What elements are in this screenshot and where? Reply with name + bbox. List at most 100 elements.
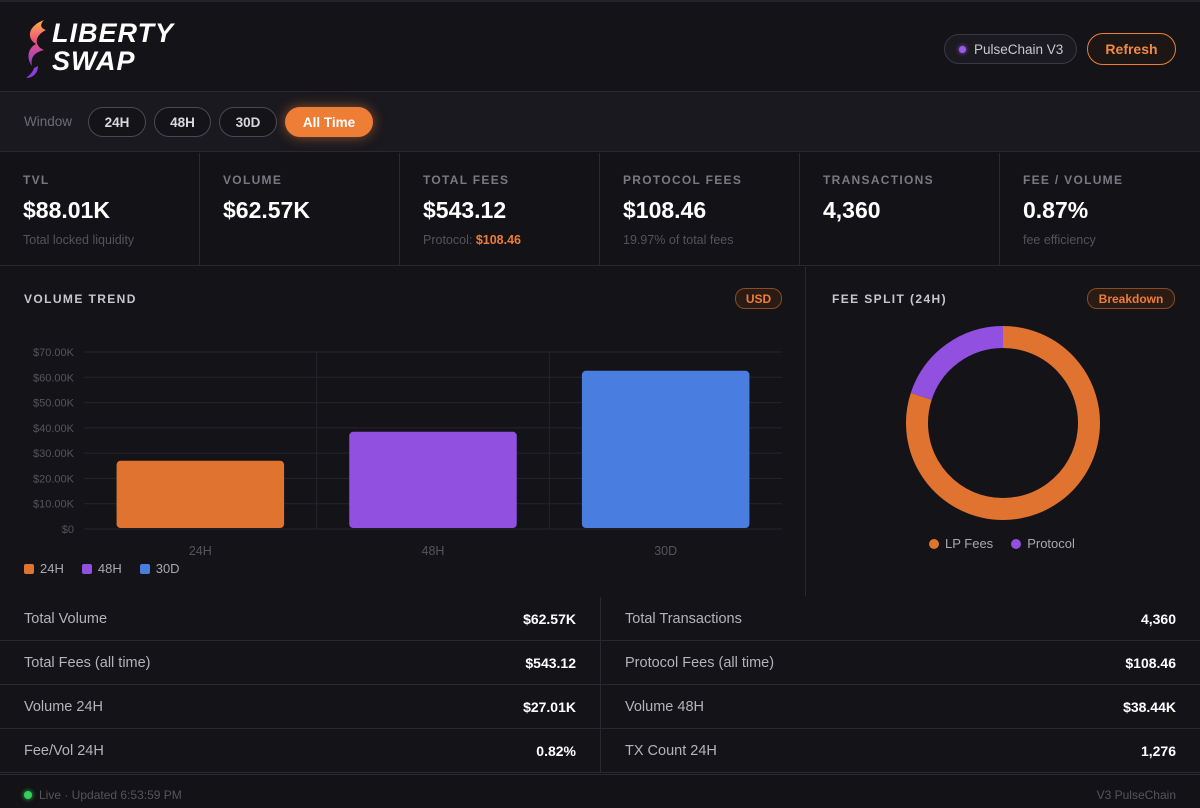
stat-value: $62.57K (223, 197, 310, 223)
summary-value: $543.12 (525, 654, 576, 671)
summary-value: $27.01K (523, 698, 576, 715)
summary-row: Total Volume $62.57K (0, 597, 600, 641)
top-bar: LIBERTY SWAP PulseChain V3 Refresh (0, 0, 1200, 92)
stat-label: TOTAL FEES (423, 173, 510, 187)
stat-card-total-fees: TOTAL FEES $543.12 Protocol: $108.46 (400, 153, 600, 266)
stat-card-tvl: TVL $88.01K Total locked liquidity (0, 153, 200, 266)
donut-slice-protocol[interactable] (910, 326, 1004, 401)
donut-slice-lp-fees[interactable] (906, 326, 1100, 520)
fee-split-donut (906, 326, 1100, 520)
summary-value: $108.46 (1125, 654, 1176, 671)
y-tick-label: $50.00K (33, 398, 75, 410)
stat-value: $108.46 (623, 197, 707, 223)
summary-row: Volume 48H $38.44K (601, 685, 1200, 729)
summary-row: Volume 24H $27.01K (0, 685, 600, 729)
stat-value: $543.12 (423, 197, 507, 223)
legend-swatch (24, 563, 34, 574)
y-tick-label: $70.00K (33, 347, 75, 359)
legend-label: 48H (97, 561, 122, 576)
window-option-48h[interactable]: 48H (154, 107, 211, 137)
logo-text-line2: SWAP (52, 46, 136, 76)
stat-card-transactions: TRANSACTIONS 4,360 (800, 153, 1000, 266)
y-tick-label: $30.00K (33, 448, 75, 460)
stat-value: 4,360 (823, 197, 881, 223)
summary-label: Total Transactions (625, 610, 742, 627)
summary-value: $62.57K (523, 610, 576, 627)
liberty-swap-logo[interactable]: LIBERTY SWAP (22, 16, 222, 82)
legend-label: 30D (155, 561, 180, 576)
network-status-dot (959, 45, 966, 53)
footer: Live · Updated 6:53:59 PM V3 PulseChain (0, 774, 1200, 808)
summary-row: Total Fees (all time) $543.12 (0, 641, 600, 685)
x-tick-label: 48H (422, 544, 445, 558)
legend-item-lp-fees[interactable]: LP Fees (929, 536, 993, 551)
currency-badge[interactable]: USD (735, 288, 782, 309)
y-tick-label: $0 (62, 524, 74, 536)
stat-label: TRANSACTIONS (823, 173, 934, 187)
stat-value: $88.01K (23, 197, 110, 223)
volume-bar-chart: $0 $10.00K $20.00K $30.00K $40.00K $50.00K $60… (33, 347, 782, 558)
volume-trend-title: VOLUME TREND (24, 292, 137, 306)
summary-label: Total Fees (all time) (24, 654, 151, 671)
summary-label: Protocol Fees (all time) (625, 654, 775, 671)
stat-label: TVL (23, 173, 50, 187)
bar-24h[interactable] (116, 460, 285, 528)
window-selector-bar: Window 24H 48H 30D All Time (0, 92, 1200, 152)
summary-row: Fee/Vol 24H 0.82% (0, 729, 600, 773)
live-status-text: Live · Updated 6:53:59 PM (39, 788, 182, 802)
fee-split-legend: LP Fees Protocol (929, 536, 1075, 551)
network-selector[interactable]: PulseChain V3 (944, 34, 1077, 64)
legend-label: LP Fees (945, 536, 994, 551)
window-option-24h[interactable]: 24H (88, 107, 146, 137)
stat-card-volume: VOLUME $62.57K (200, 153, 400, 266)
summary-row: Total Transactions 4,360 (601, 597, 1200, 641)
flame-icon (28, 20, 46, 66)
window-option-30d[interactable]: 30D (219, 107, 277, 137)
summary-value: 0.82% (536, 742, 576, 759)
legend-item-protocol[interactable]: Protocol (1011, 536, 1075, 551)
x-tick-label: 30D (654, 544, 677, 558)
y-tick-label: $10.00K (33, 499, 75, 511)
volume-legend: 24H 48H 30D (24, 561, 180, 576)
legend-item-30d[interactable]: 30D (139, 561, 180, 576)
y-tick-label: $20.00K (33, 473, 75, 485)
summary-label: Volume 24H (24, 698, 103, 715)
x-tick-label: 24H (189, 544, 212, 558)
summary-divider (600, 597, 601, 773)
network-label: PulseChain V3 (974, 41, 1064, 57)
stat-label: FEE / VOLUME (1023, 173, 1124, 187)
legend-label: Protocol (1027, 536, 1075, 551)
summary-row: TX Count 24H 1,276 (601, 729, 1200, 773)
legend-item-48h[interactable]: 48H (81, 561, 122, 576)
stat-value: 0.87% (1023, 197, 1089, 223)
live-status: Live · Updated 6:53:59 PM (24, 788, 182, 802)
summary-value: 1,276 (1140, 742, 1176, 759)
stats-row: TVL $88.01K Total locked liquidity VOLUM… (0, 153, 1200, 266)
summary-value: $38.44K (1123, 698, 1176, 715)
stat-sub-prefix: Protocol: (423, 233, 476, 247)
bar-30d[interactable] (581, 370, 750, 528)
breakdown-badge[interactable]: Breakdown (1087, 288, 1175, 309)
stat-sub: fee efficiency (1023, 233, 1096, 247)
stat-card-protocol-fees: PROTOCOL FEES $108.46 19.97% of total fe… (600, 153, 800, 266)
summary-label: TX Count 24H (625, 742, 717, 759)
stat-sub: Protocol: $108.46 (423, 233, 599, 247)
window-label: Window (24, 114, 73, 129)
window-option-all-time[interactable]: All Time (285, 107, 373, 137)
legend-item-24h[interactable]: 24H (24, 561, 64, 576)
refresh-button[interactable]: Refresh (1087, 33, 1176, 65)
logo-text-line1: LIBERTY (52, 18, 176, 48)
stat-label: VOLUME (223, 173, 283, 187)
fee-split-title: FEE SPLIT (24H) (832, 292, 948, 306)
live-indicator-dot (24, 791, 32, 799)
volume-trend-panel: VOLUME TREND USD $0 $10.00K $20.00K $30.00K… (0, 267, 806, 596)
stat-sub: 19.97% of total fees (623, 233, 734, 247)
legend-swatch (929, 538, 939, 549)
bar-48h[interactable] (349, 431, 517, 528)
summary-label: Fee/Vol 24H (24, 742, 104, 759)
legend-swatch (81, 563, 92, 574)
summary-row: Protocol Fees (all time) $108.46 (601, 641, 1200, 685)
fee-split-panel: FEE SPLIT (24H) Breakdown LP Fees Protoco… (807, 267, 1200, 596)
footer-version: V3 PulseChain (1096, 788, 1176, 802)
summary-label: Total Volume (24, 610, 108, 627)
